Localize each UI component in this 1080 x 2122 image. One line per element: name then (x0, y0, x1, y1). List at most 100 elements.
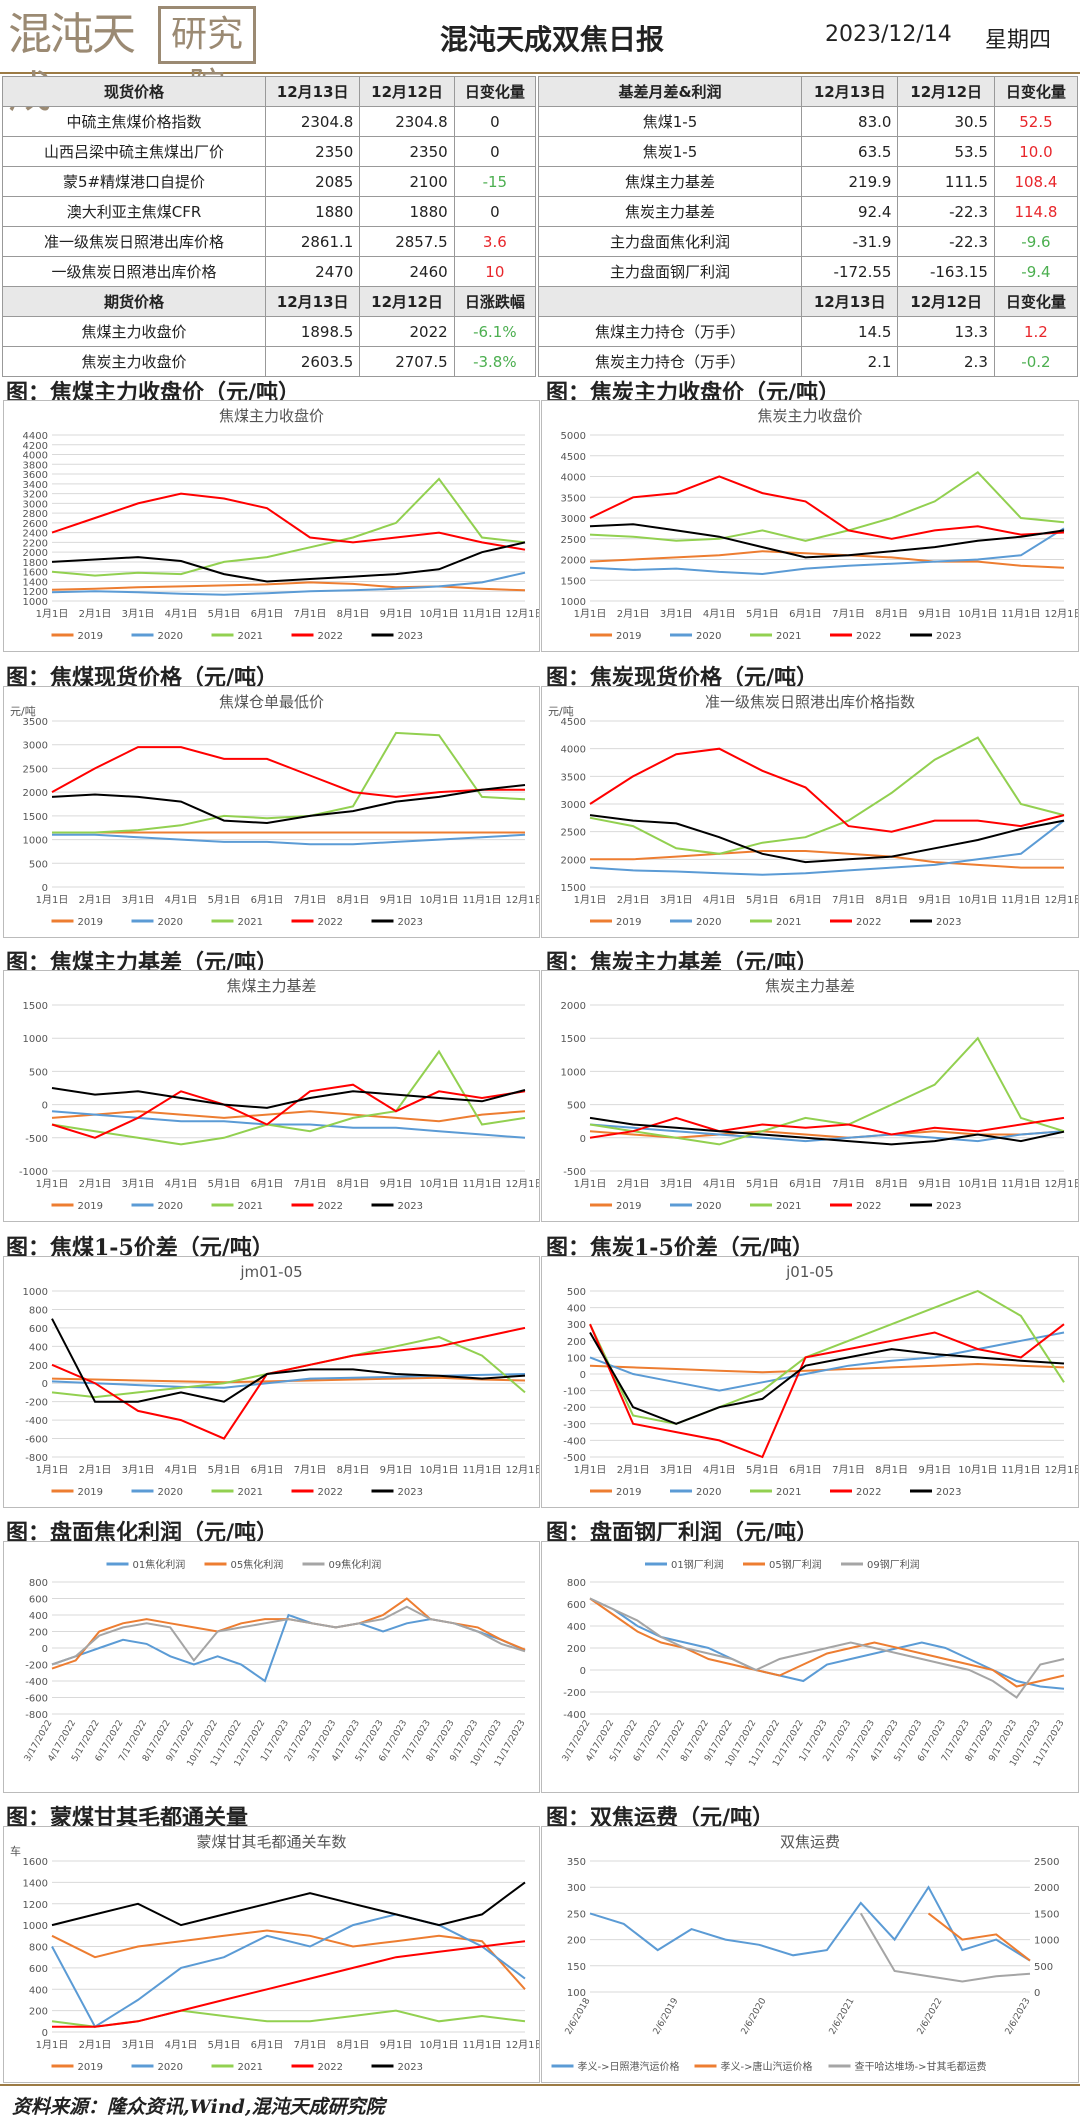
series-line-2021 (589, 470, 1065, 542)
cell-d13: 1898.5 (264, 316, 361, 347)
header-cell (538, 286, 802, 317)
y-tick-label: 400 (29, 1985, 48, 1996)
y-tick-label: 2600 (23, 519, 48, 530)
x-tick-label: 1月1日 (574, 894, 607, 906)
header-cell: 12月13日 (264, 286, 361, 317)
series-line-2023 (589, 523, 1065, 559)
series-line-2022 (589, 1323, 1065, 1459)
x-tick-label: 12月1日 (505, 894, 539, 906)
x-tick-label: 7月1日 (294, 1464, 327, 1476)
x-tick-label: 12月1日 (505, 608, 539, 620)
y-tick-label: -600 (25, 1694, 48, 1705)
header-cell: 基差月差&利润 (538, 76, 802, 107)
legend-label: 2021 (238, 2062, 263, 2073)
y-tick-label: 4200 (23, 441, 48, 452)
x-tick-label: 7月1日 (294, 2039, 327, 2051)
x-tick-label: 4月1日 (703, 1464, 736, 1476)
y-tick-label: 3000 (23, 499, 48, 510)
cell-name: 焦炭主力收盘价 (2, 346, 266, 377)
legend-label: 01焦化利润 (133, 1558, 186, 1571)
report-date: 2023/12/14 (825, 22, 952, 47)
x-tick-label: 11月1日 (462, 1464, 501, 1476)
y-tick-label: 150 (567, 1962, 586, 1973)
cell-d12: 2460 (359, 256, 455, 287)
cell-d12: 13.3 (897, 316, 995, 347)
legend-label: 2022 (856, 631, 881, 642)
x-tick-label: 3月1日 (660, 1464, 693, 1476)
x-tick-label: 6月1日 (251, 2039, 284, 2051)
x-tick-label: 8月1日 (875, 1464, 908, 1476)
series-line-2021 (589, 736, 1065, 855)
x-tick-label: 11月1日 (462, 1178, 501, 1190)
legend-label: 2020 (696, 1201, 721, 1212)
report-header: 混沌天成 研究院 混沌天成双焦日报 2023/12/14 星期四 (0, 0, 1080, 118)
chart-svg: j01-05 -500 -400 -300 -200 -100 0 100 200 300 400 5… (563, 1263, 1078, 1498)
table-row: 蒙5#精煤港口自提价 2085 2100 -15 (2, 166, 537, 197)
y-tick-label: 800 (567, 1578, 586, 1589)
x-tick-label: 10月1日 (958, 894, 997, 906)
basis-profit-table: 基差月差&利润 12月13日 12月12日 日变化量 焦煤1-5 83.0 30.5 52.5… (538, 76, 1079, 377)
y-tick-label: 4400 (23, 431, 48, 442)
x-tick-label: 7月1日 (294, 894, 327, 906)
y2-tick-label: 1500 (1034, 1909, 1059, 1920)
cell-chg: 1.2 (993, 316, 1079, 347)
x-tick-label: 7月1日 (294, 1178, 327, 1190)
y-tick-label: 200 (567, 1337, 586, 1348)
header-cell: 12月12日 (897, 286, 995, 317)
y-tick-label: -400 (563, 1436, 586, 1447)
y-tick-label: 200 (29, 1361, 48, 1372)
series-line-2019 (51, 1110, 526, 1123)
x-tick-label: 8月1日 (337, 608, 370, 620)
x-tick-label: 8月1日 (875, 608, 908, 620)
chart-panel-4: 准一级焦炭日照港出库价格指数 元/吨 1500 2000 2500 3000 3500 400… (541, 686, 1079, 938)
x-tick-label: 7月1日 (832, 1464, 865, 1476)
series-line-2022 (589, 1116, 1065, 1139)
x-tick-label: 2/6/2018 (564, 1996, 593, 2036)
x-tick-label: 5月1日 (208, 2039, 241, 2051)
x-tick-label: 5月1日 (208, 894, 241, 906)
chart-panel-2: 焦炭主力收盘价 1000 1500 2000 2500 3000 3500 4000 4500 5… (541, 400, 1079, 652)
x-tick-label: 9月1日 (380, 894, 413, 906)
table-row: 焦炭主力基差 92.4 -22.3 114.8 (538, 196, 1079, 227)
report-weekday: 星期四 (985, 28, 1052, 53)
legend-label: 2023 (398, 2062, 423, 2073)
y-tick-label: 1600 (23, 1857, 48, 1868)
cell-chg: 0 (453, 196, 537, 227)
x-tick-label: 5月1日 (746, 1178, 779, 1190)
header-cell: 日变化量 (453, 76, 537, 107)
source-note: 资料来源：隆众资讯,Wind,混沌天成研究院 (12, 2096, 385, 2118)
x-tick-label: 11月1日 (1001, 1464, 1040, 1476)
legend-label: 2022 (318, 1487, 343, 1498)
cell-chg: -9.6 (993, 226, 1079, 257)
x-tick-label: 2月1日 (617, 1464, 650, 1476)
chart-panel-12: 双焦运费 100 150 200 250 300 350 0 500 1000 1500 2000 25… (541, 1826, 1079, 2083)
y-tick-label: 3500 (561, 772, 586, 783)
table-row: 山西吕梁中硫主焦煤出厂价 2350 2350 0 (2, 136, 537, 167)
x-tick-label: 2月1日 (79, 1178, 112, 1190)
x-tick-label: 2月1日 (79, 2039, 112, 2051)
x-tick-label: 8月1日 (875, 1178, 908, 1190)
y-tick-label: -800 (25, 1453, 48, 1464)
y-tick-label: 500 (29, 859, 48, 870)
cell-chg: 114.8 (993, 196, 1079, 227)
series-line-2022 (51, 746, 525, 798)
x-tick-label: 2/6/2019 (652, 1996, 681, 2036)
x-tick-label: 12月1日 (505, 2039, 539, 2051)
legend-label: 01钢厂利润 (671, 1558, 724, 1571)
cell-d12: 2304.8 (359, 106, 455, 137)
cell-d12: 1880 (359, 196, 455, 227)
y-tick-label: -400 (25, 1677, 48, 1688)
x-tick-label: 3月1日 (660, 608, 693, 620)
x-tick-label: 1月1日 (36, 1464, 69, 1476)
legend-label: 2022 (318, 917, 343, 928)
y-tick-label: 300 (567, 1883, 586, 1894)
chart-panel-7: jm01-05 -800 -600 -400 -200 0 200 400 600 800 1000… (3, 1256, 540, 1508)
table-row: 准一级焦炭日照港出库价格 2861.1 2857.5 3.6 (2, 226, 537, 257)
cell-name: 焦煤主力持仓（万手） (538, 316, 802, 347)
series-line-孝义->日照港汽运价格 (589, 1885, 1031, 1962)
y-tick-label: 5000 (561, 431, 586, 442)
legend-label: 查干哈达堆场->甘其毛都运费 (855, 2060, 987, 2073)
series-line-2020 (52, 833, 526, 846)
